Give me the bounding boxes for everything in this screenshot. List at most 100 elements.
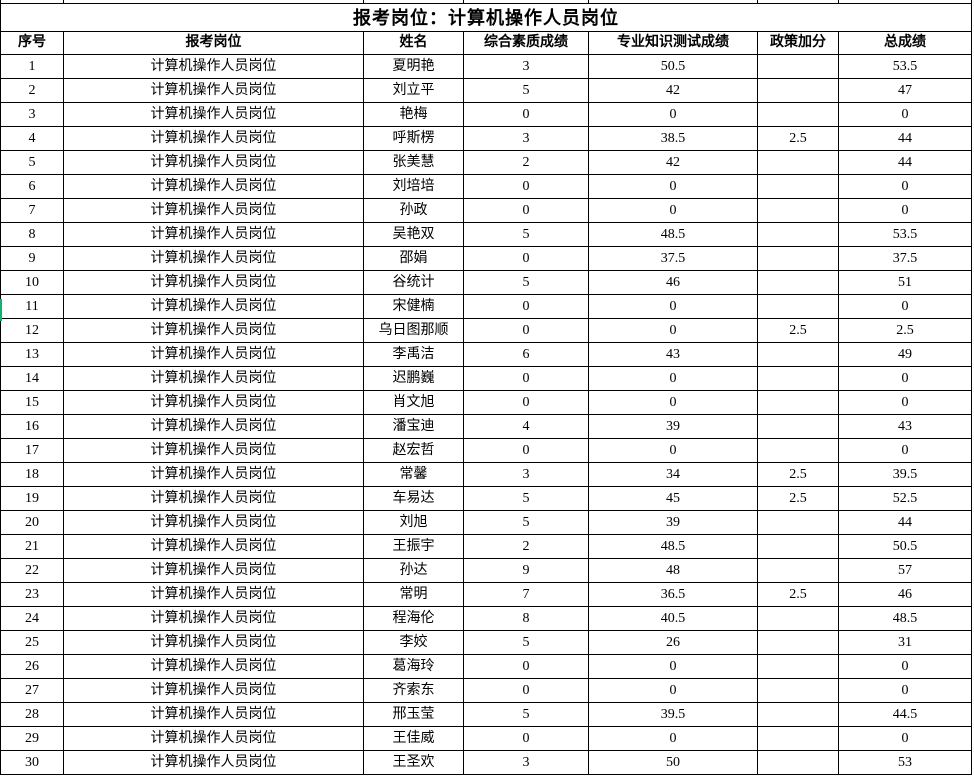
cell-policy-bonus[interactable]: 2.5 [757,486,839,511]
cell-quality-score[interactable]: 5 [463,630,589,655]
cell-position[interactable]: 计算机操作人员岗位 [63,198,364,223]
cell-name[interactable]: 常馨 [363,462,464,487]
cell-name[interactable]: 李姣 [363,630,464,655]
column-header-policy-bonus[interactable]: 政策加分 [757,31,839,55]
cell-policy-bonus[interactable] [757,750,839,775]
cell-total-score[interactable]: 0 [838,726,972,751]
cell-name[interactable]: 呼斯楞 [363,126,464,151]
cell-knowledge-test-score[interactable]: 0 [588,390,758,415]
cell-policy-bonus[interactable] [757,198,839,223]
cell-total-score[interactable]: 53.5 [838,54,972,79]
column-header-index[interactable]: 序号 [0,31,64,55]
cell-name[interactable]: 宋健楠 [363,294,464,319]
cell-knowledge-test-score[interactable]: 50.5 [588,54,758,79]
cell-knowledge-test-score[interactable]: 48.5 [588,534,758,559]
cell-total-score[interactable]: 0 [838,174,972,199]
cell-quality-score[interactable]: 9 [463,558,589,583]
cell-name[interactable]: 刘旭 [363,510,464,535]
cell-policy-bonus[interactable] [757,558,839,583]
cell-name[interactable]: 谷统计 [363,270,464,295]
cell-knowledge-test-score[interactable]: 0 [588,678,758,703]
cell-index[interactable]: 17 [0,438,64,463]
column-header-name[interactable]: 姓名 [363,31,464,55]
cell-knowledge-test-score[interactable]: 0 [588,318,758,343]
cell-knowledge-test-score[interactable]: 39 [588,510,758,535]
cell-knowledge-test-score[interactable]: 36.5 [588,582,758,607]
column-header-total-score[interactable]: 总成绩 [838,31,972,55]
cell-total-score[interactable]: 46 [838,582,972,607]
cell-total-score[interactable]: 43 [838,414,972,439]
cell-quality-score[interactable]: 0 [463,438,589,463]
cell-index[interactable]: 5 [0,150,64,175]
cell-position[interactable]: 计算机操作人员岗位 [63,150,364,175]
cell-policy-bonus[interactable] [757,246,839,271]
cell-position[interactable]: 计算机操作人员岗位 [63,630,364,655]
cell-name[interactable]: 肖文旭 [363,390,464,415]
cell-policy-bonus[interactable] [757,174,839,199]
cell-knowledge-test-score[interactable]: 39 [588,414,758,439]
cell-index[interactable]: 29 [0,726,64,751]
cell-total-score[interactable]: 53.5 [838,222,972,247]
cell-position[interactable]: 计算机操作人员岗位 [63,54,364,79]
cell-policy-bonus[interactable] [757,270,839,295]
cell-quality-score[interactable]: 2 [463,150,589,175]
cell-policy-bonus[interactable] [757,510,839,535]
cell-index[interactable]: 8 [0,222,64,247]
cell-quality-score[interactable]: 5 [463,222,589,247]
cell-index[interactable]: 7 [0,198,64,223]
cell-quality-score[interactable]: 0 [463,726,589,751]
cell-policy-bonus[interactable] [757,366,839,391]
cell-policy-bonus[interactable] [757,222,839,247]
cell-total-score[interactable]: 44.5 [838,702,972,727]
cell-position[interactable]: 计算机操作人员岗位 [63,582,364,607]
cell-position[interactable]: 计算机操作人员岗位 [63,558,364,583]
cell-quality-score[interactable]: 0 [463,390,589,415]
cell-knowledge-test-score[interactable]: 37.5 [588,246,758,271]
cell-index[interactable]: 3 [0,102,64,127]
cell-index[interactable]: 1 [0,54,64,79]
cell-position[interactable]: 计算机操作人员岗位 [63,654,364,679]
cell-total-score[interactable]: 0 [838,390,972,415]
cell-index[interactable]: 10 [0,270,64,295]
cell-total-score[interactable]: 44 [838,126,972,151]
cell-position[interactable]: 计算机操作人员岗位 [63,342,364,367]
cell-knowledge-test-score[interactable]: 0 [588,654,758,679]
cell-position[interactable]: 计算机操作人员岗位 [63,102,364,127]
cell-policy-bonus[interactable]: 2.5 [757,126,839,151]
cell-name[interactable]: 吴艳双 [363,222,464,247]
cell-index[interactable]: 28 [0,702,64,727]
cell-total-score[interactable]: 44 [838,150,972,175]
cell-total-score[interactable]: 53 [838,750,972,775]
cell-position[interactable]: 计算机操作人员岗位 [63,534,364,559]
column-header-position[interactable]: 报考岗位 [63,31,364,55]
cell-knowledge-test-score[interactable]: 0 [588,438,758,463]
cell-position[interactable]: 计算机操作人员岗位 [63,510,364,535]
cell-name[interactable]: 刘培培 [363,174,464,199]
cell-index[interactable]: 20 [0,510,64,535]
cell-policy-bonus[interactable] [757,438,839,463]
cell-index[interactable]: 15 [0,390,64,415]
cell-index[interactable]: 24 [0,606,64,631]
cell-knowledge-test-score[interactable]: 0 [588,198,758,223]
cell-index[interactable]: 2 [0,78,64,103]
cell-position[interactable]: 计算机操作人员岗位 [63,366,364,391]
cell-index[interactable]: 16 [0,414,64,439]
cell-knowledge-test-score[interactable]: 46 [588,270,758,295]
cell-name[interactable]: 车易达 [363,486,464,511]
cell-knowledge-test-score[interactable]: 26 [588,630,758,655]
cell-knowledge-test-score[interactable]: 39.5 [588,702,758,727]
cell-policy-bonus[interactable] [757,414,839,439]
cell-total-score[interactable]: 0 [838,198,972,223]
cell-policy-bonus[interactable] [757,78,839,103]
page-title[interactable]: 报考岗位：计算机操作人员岗位 [0,3,972,32]
cell-quality-score[interactable]: 0 [463,678,589,703]
cell-policy-bonus[interactable] [757,150,839,175]
cell-position[interactable]: 计算机操作人员岗位 [63,726,364,751]
cell-quality-score[interactable]: 0 [463,102,589,127]
cell-total-score[interactable]: 51 [838,270,972,295]
cell-position[interactable]: 计算机操作人员岗位 [63,246,364,271]
cell-total-score[interactable]: 0 [838,294,972,319]
cell-index[interactable]: 4 [0,126,64,151]
cell-policy-bonus[interactable] [757,702,839,727]
cell-index[interactable]: 26 [0,654,64,679]
